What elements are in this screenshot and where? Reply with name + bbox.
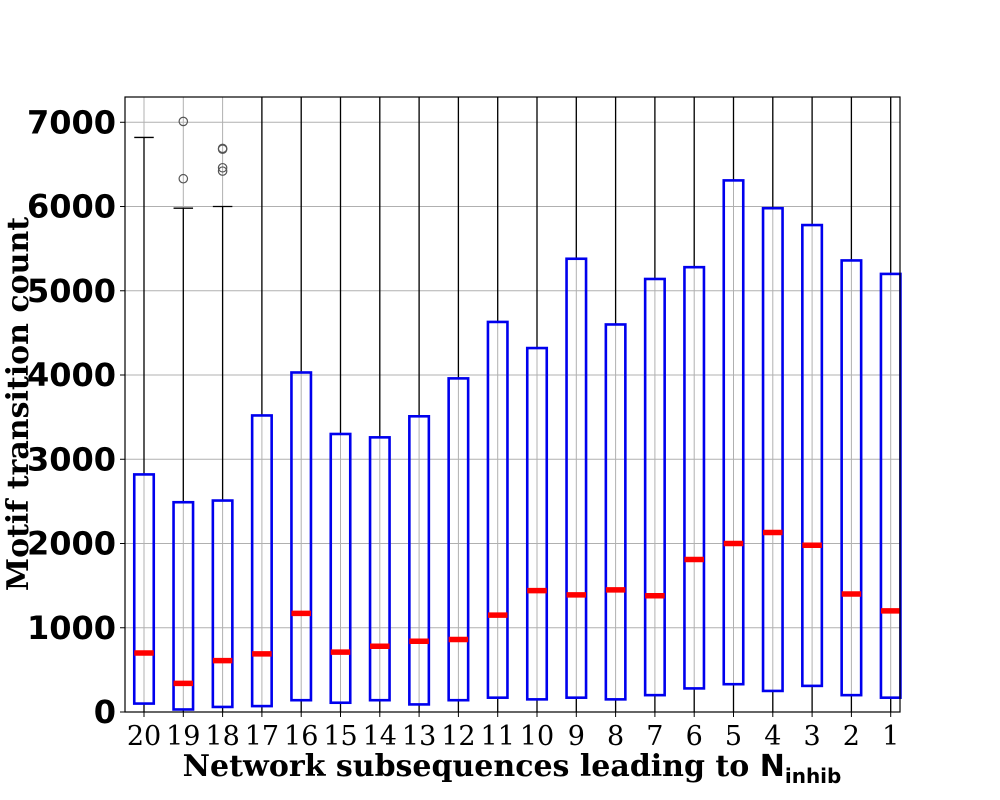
x-axis-label: Network subsequences leading to Ninhib — [183, 749, 842, 788]
y-tick-label: 3000 — [27, 440, 116, 478]
iqr-box — [132, 473, 156, 705]
iqr-box — [250, 414, 273, 708]
iqr-box — [683, 265, 706, 690]
outlier-point — [217, 143, 228, 154]
y-tick-label: 4000 — [27, 356, 116, 394]
iqr-box — [840, 259, 863, 697]
x-axis-label-symbol: N — [760, 749, 785, 784]
box-20 — [132, 136, 156, 712]
x-tick-label: 9 — [568, 721, 585, 752]
box-series — [132, 97, 902, 712]
iqr-box — [722, 179, 745, 686]
y-tick-label: 2000 — [27, 525, 116, 563]
y-tick-label: 0 — [94, 693, 116, 731]
x-tick-label: 1 — [882, 721, 899, 752]
x-axis-label-subscript: inhib — [785, 764, 842, 788]
box-5 — [722, 97, 745, 712]
iqr-box — [604, 323, 627, 701]
iqr-box — [329, 432, 352, 705]
x-tick-label: 12 — [441, 721, 475, 752]
box-14 — [368, 97, 391, 712]
box-11 — [486, 97, 509, 712]
box-2 — [840, 97, 863, 712]
iqr-box — [172, 500, 195, 711]
y-tick-label: 1000 — [27, 609, 116, 647]
y-axis-ticks: 0 1000 2000 3000 4000 5000 6000 7000 — [27, 103, 125, 731]
iqr-box — [801, 223, 824, 688]
y-tick-label: 7000 — [27, 103, 116, 141]
iqr-box — [368, 436, 391, 702]
x-axis-label-text: Network subsequences leading to — [183, 749, 760, 784]
iqr-box — [211, 499, 234, 709]
y-tick-label: 5000 — [27, 272, 116, 310]
box-12 — [447, 97, 470, 712]
x-tick-label: 5 — [725, 721, 742, 752]
iqr-box — [761, 206, 784, 693]
box-17 — [250, 97, 273, 712]
iqr-box — [408, 414, 431, 706]
x-tick-label: 16 — [284, 721, 318, 752]
box-3 — [801, 97, 824, 712]
box-10 — [525, 97, 549, 712]
box-4 — [761, 97, 784, 712]
outlier-point — [178, 116, 189, 127]
box-13 — [408, 97, 431, 712]
iqr-box — [643, 277, 666, 697]
x-tick-label: 3 — [804, 721, 821, 752]
iqr-box — [290, 371, 313, 702]
y-tick-label: 6000 — [27, 188, 116, 226]
box-18 — [211, 143, 234, 712]
y-axis-label: Motif transition count — [1, 217, 36, 591]
iqr-box — [447, 377, 470, 702]
x-tick-label: 15 — [323, 721, 357, 752]
x-tick-label: 7 — [646, 721, 663, 752]
outlier-point — [217, 162, 228, 173]
iqr-box — [486, 320, 509, 699]
x-tick-label: 17 — [245, 721, 279, 752]
iqr-box — [525, 346, 549, 701]
x-tick-label: 8 — [607, 721, 624, 752]
x-tick-label: 11 — [481, 721, 515, 752]
box-9 — [565, 97, 588, 712]
iqr-box — [565, 257, 588, 699]
x-tick-label: 14 — [363, 721, 397, 752]
x-tick-label: 19 — [166, 721, 200, 752]
x-tick-label: 6 — [686, 721, 703, 752]
x-tick-label: 2 — [843, 721, 860, 752]
box-19 — [172, 116, 195, 712]
box-7 — [643, 97, 666, 712]
box-16 — [290, 97, 313, 712]
x-tick-label: 18 — [205, 721, 239, 752]
x-tick-label: 4 — [764, 721, 781, 752]
outlier-point — [178, 173, 189, 184]
box-6 — [683, 97, 706, 712]
plot-area-frame — [124, 96, 901, 713]
outlier-point — [217, 166, 228, 176]
x-tick-label: 20 — [127, 721, 161, 752]
x-tick-label: 10 — [520, 721, 554, 752]
box-15 — [329, 97, 352, 712]
x-tick-label: 13 — [402, 721, 436, 752]
x-axis-ticks: 20 19 18 17 16 15 14 13 12 11 10 9 8 7 6 5 4 3 2 1 — [127, 712, 899, 752]
box-8 — [604, 97, 627, 712]
